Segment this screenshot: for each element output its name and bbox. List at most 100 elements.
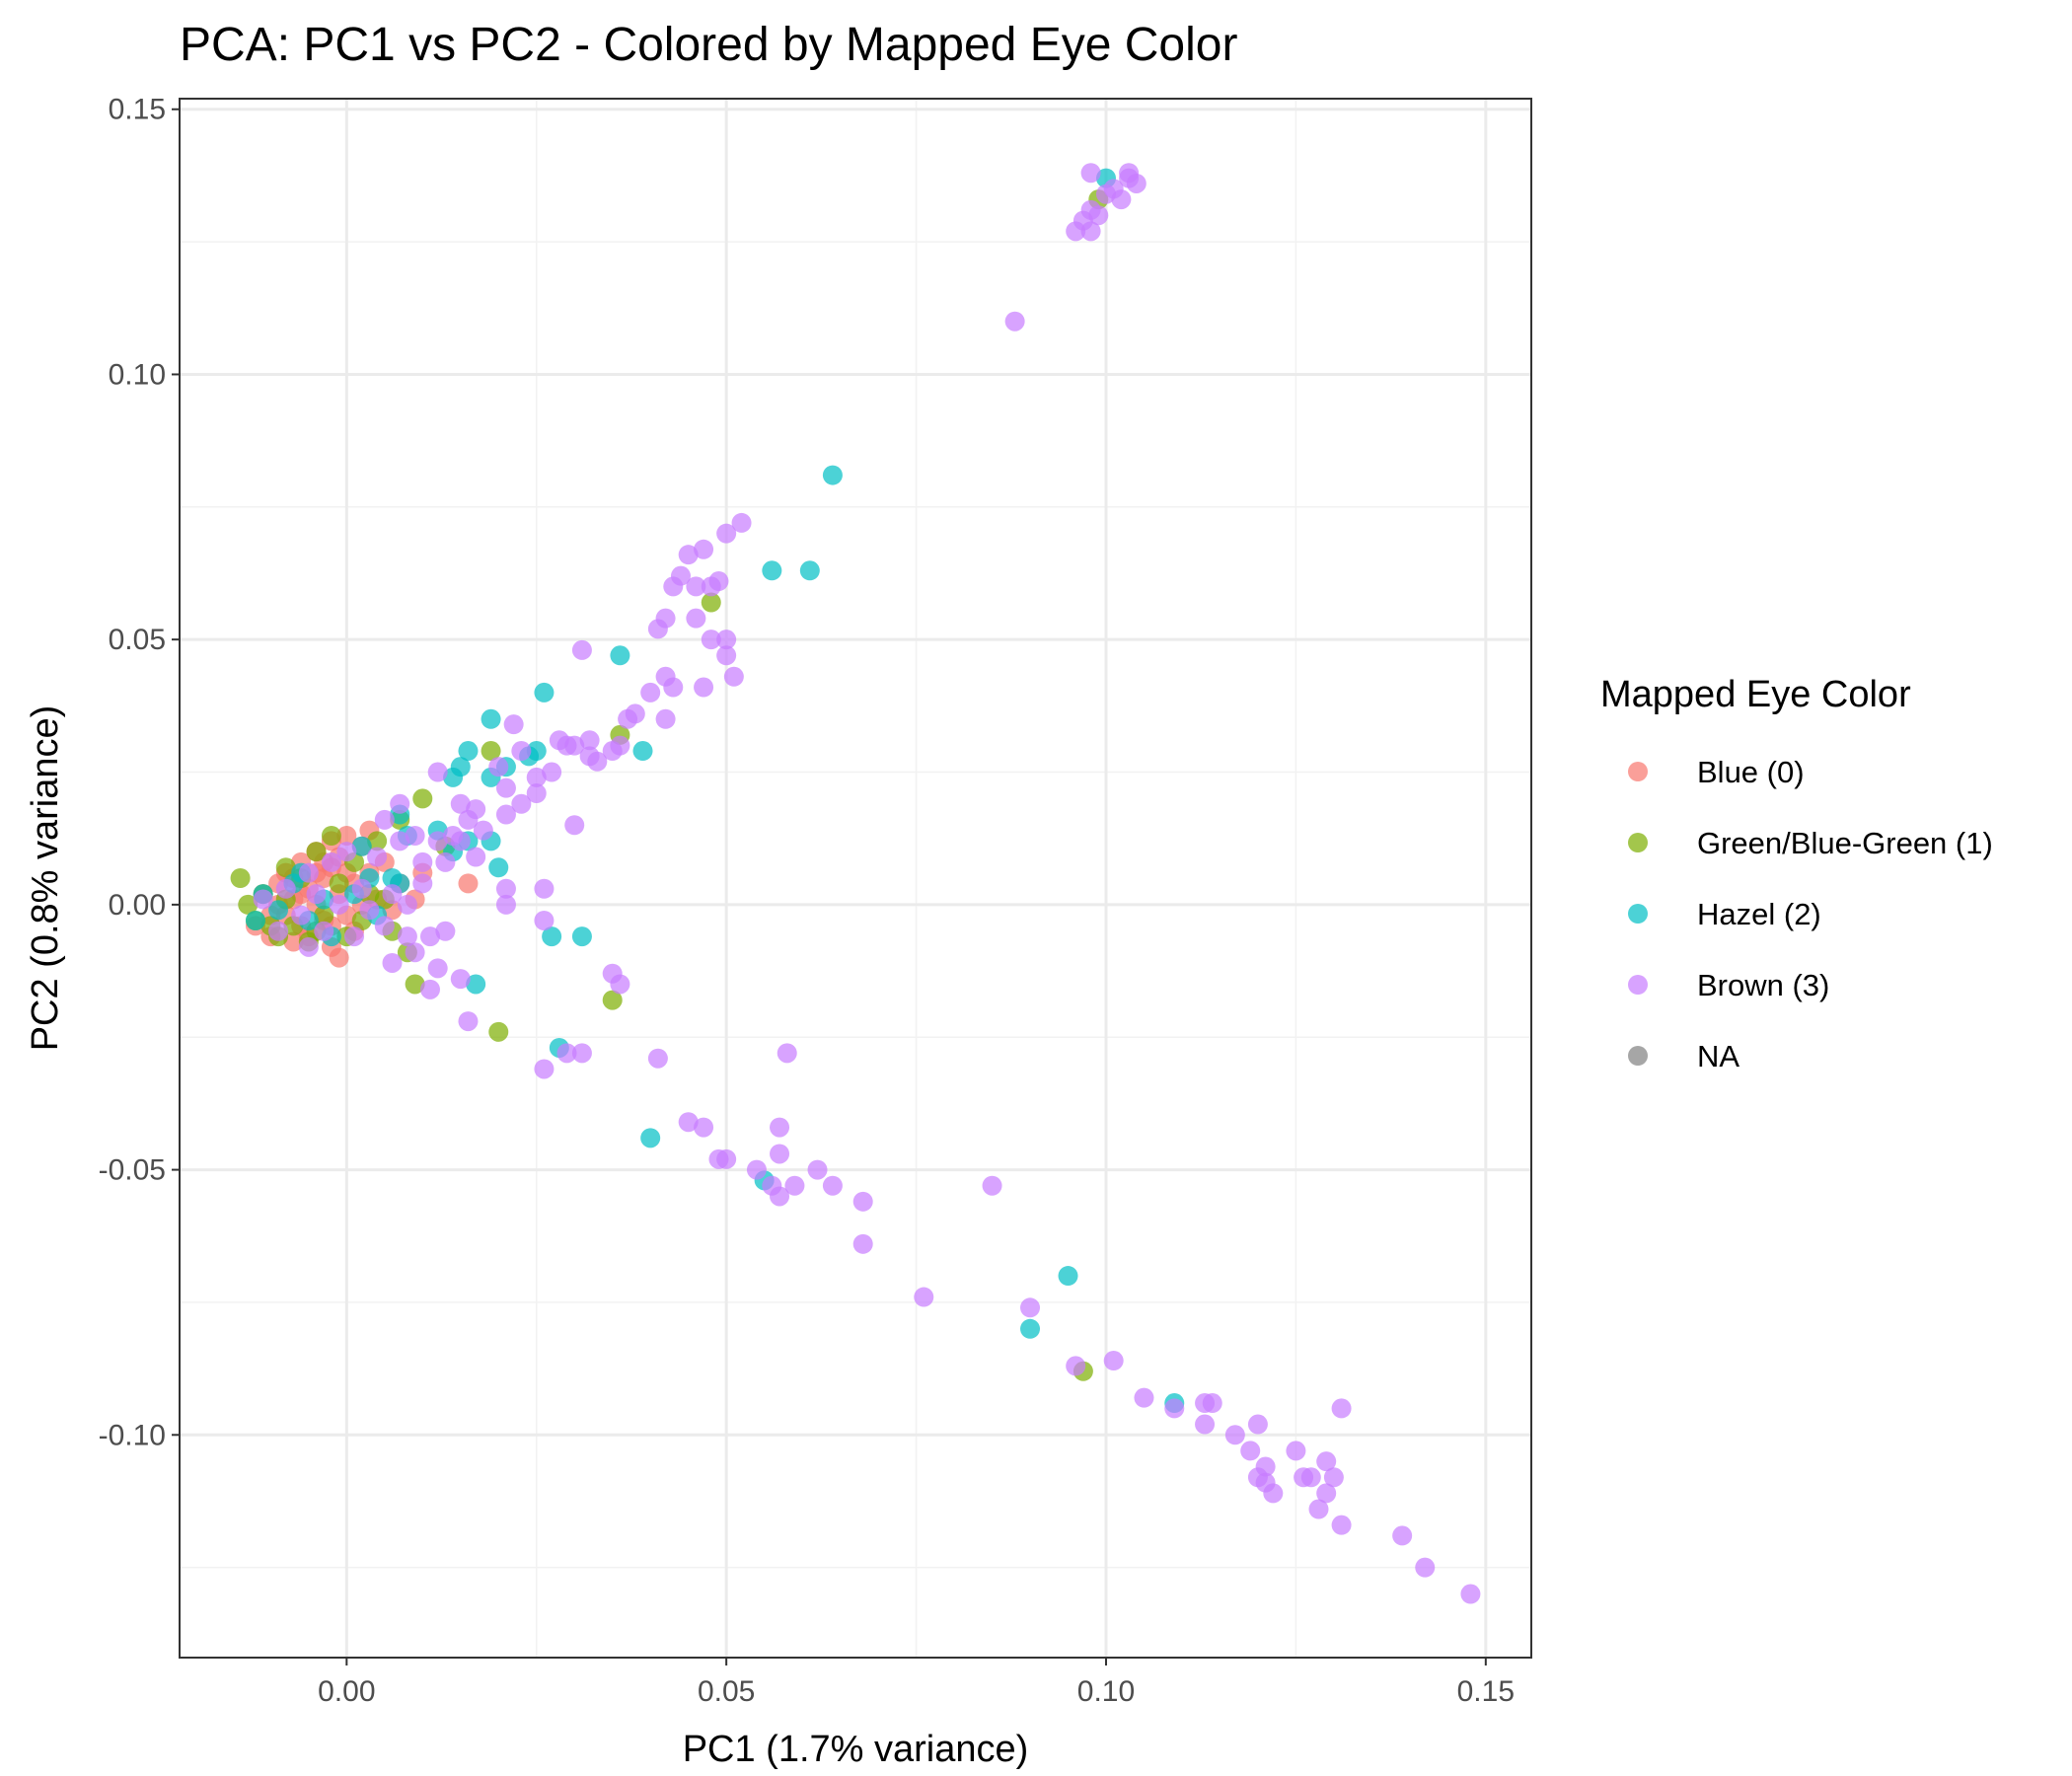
point-brown-3: [1300, 1467, 1321, 1488]
point-brown-3: [390, 831, 410, 851]
point-brown-3: [329, 894, 349, 915]
axes-layer: 0.00 0.05 0.10 0.15 -0.10 -0.05 0.00 0.05 0.10 0.…: [99, 94, 1515, 1708]
point-brown-3: [678, 545, 699, 565]
point-hazel-2: [458, 741, 479, 762]
point-brown-3: [1004, 311, 1025, 332]
point-brown-3: [374, 916, 395, 936]
point-green-blue-green-1: [314, 905, 334, 925]
point-brown-3: [647, 1048, 668, 1069]
point-brown-3: [435, 921, 456, 941]
point-brown-3: [1247, 1414, 1268, 1435]
point-brown-3: [526, 783, 547, 804]
point-brown-3: [503, 714, 524, 735]
point-brown-3: [1080, 163, 1101, 184]
point-brown-3: [716, 629, 737, 650]
legend-label-na: NA: [1697, 1039, 1739, 1073]
point-brown-3: [268, 921, 289, 941]
point-green-blue-green-1: [238, 894, 259, 915]
point-brown-3: [731, 512, 752, 533]
point-brown-3: [526, 767, 547, 787]
point-blue-0: [329, 947, 349, 968]
point-brown-3: [852, 1191, 873, 1212]
point-brown-3: [1088, 205, 1109, 226]
point-brown-3: [701, 629, 721, 650]
point-brown-3: [1202, 1393, 1222, 1414]
point-brown-3: [495, 894, 516, 915]
point-green-blue-green-1: [321, 826, 341, 847]
point-brown-3: [382, 952, 403, 973]
legend-label-hazel-2: Hazel (2): [1697, 897, 1821, 931]
point-hazel-2: [1058, 1266, 1078, 1287]
point-brown-3: [1111, 189, 1132, 210]
point-brown-3: [390, 793, 410, 814]
legend: Mapped Eye Color Blue (0) Green/Blue-Gree…: [1600, 674, 1993, 1073]
y-axis-title: PC2 (0.8% variance): [25, 705, 66, 1052]
legend-label-green-blue-green-1: Green/Blue-Green (1): [1697, 826, 1993, 860]
point-hazel-2: [632, 741, 653, 762]
point-brown-3: [694, 539, 714, 559]
point-brown-3: [1316, 1483, 1337, 1504]
point-brown-3: [1392, 1525, 1413, 1546]
point-green-blue-green-1: [405, 974, 425, 995]
point-brown-3: [495, 777, 516, 798]
legend-key-brown-3: [1628, 975, 1648, 995]
point-brown-3: [822, 1175, 843, 1196]
point-brown-3: [275, 878, 296, 899]
point-brown-3: [784, 1175, 805, 1196]
point-brown-3: [770, 1117, 790, 1138]
plot-background: [180, 99, 1531, 1658]
point-brown-3: [1286, 1441, 1306, 1461]
point-brown-3: [435, 851, 456, 872]
point-brown-3: [382, 884, 403, 905]
point-brown-3: [655, 708, 676, 729]
point-brown-3: [914, 1287, 934, 1307]
point-brown-3: [511, 793, 532, 814]
point-brown-3: [405, 826, 425, 847]
point-brown-3: [716, 645, 737, 666]
point-green-blue-green-1: [481, 741, 501, 762]
point-brown-3: [488, 757, 509, 777]
point-brown-3: [579, 730, 600, 751]
point-blue-0: [336, 826, 357, 847]
point-hazel-2: [610, 645, 630, 666]
x-axis-title: PC1 (1.7% variance): [683, 1729, 1029, 1770]
point-brown-3: [534, 878, 555, 899]
grid-layer: [180, 99, 1531, 1658]
point-brown-3: [716, 1148, 737, 1169]
point-brown-3: [1080, 221, 1101, 242]
point-hazel-2: [534, 682, 555, 703]
y-tick-label: 0.15: [109, 94, 166, 126]
point-brown-3: [564, 735, 585, 756]
point-brown-3: [405, 942, 425, 963]
point-brown-3: [359, 900, 380, 921]
point-brown-3: [412, 873, 433, 894]
y-tick-label: -0.10: [99, 1419, 166, 1451]
chart-title: PCA: PC1 vs PC2 - Colored by Mapped Eye …: [180, 19, 1237, 71]
points-layer: [230, 163, 1481, 1604]
y-tick-label: 0.10: [109, 358, 166, 391]
plot-border: [179, 98, 1532, 1659]
point-brown-3: [716, 523, 737, 544]
point-hazel-2: [822, 465, 843, 485]
point-hazel-2: [466, 974, 486, 995]
point-brown-3: [542, 762, 562, 782]
point-brown-3: [708, 571, 729, 592]
legend-items: Blue (0) Green/Blue-Green (1) Hazel (2) Bro…: [1628, 755, 1993, 1073]
point-brown-3: [1103, 1351, 1124, 1371]
point-hazel-2: [571, 926, 592, 947]
point-brown-3: [663, 677, 684, 698]
point-brown-3: [1331, 1398, 1352, 1419]
point-brown-3: [321, 851, 341, 872]
point-hazel-2: [268, 900, 289, 921]
point-brown-3: [466, 847, 486, 867]
point-brown-3: [610, 974, 630, 995]
point-brown-3: [670, 565, 691, 586]
point-hazel-2: [542, 926, 562, 947]
point-brown-3: [466, 799, 486, 820]
legend-label-brown-3: Brown (3): [1697, 968, 1829, 1002]
point-brown-3: [694, 677, 714, 698]
point-blue-0: [283, 931, 304, 952]
point-brown-3: [419, 979, 440, 999]
point-brown-3: [587, 751, 608, 772]
